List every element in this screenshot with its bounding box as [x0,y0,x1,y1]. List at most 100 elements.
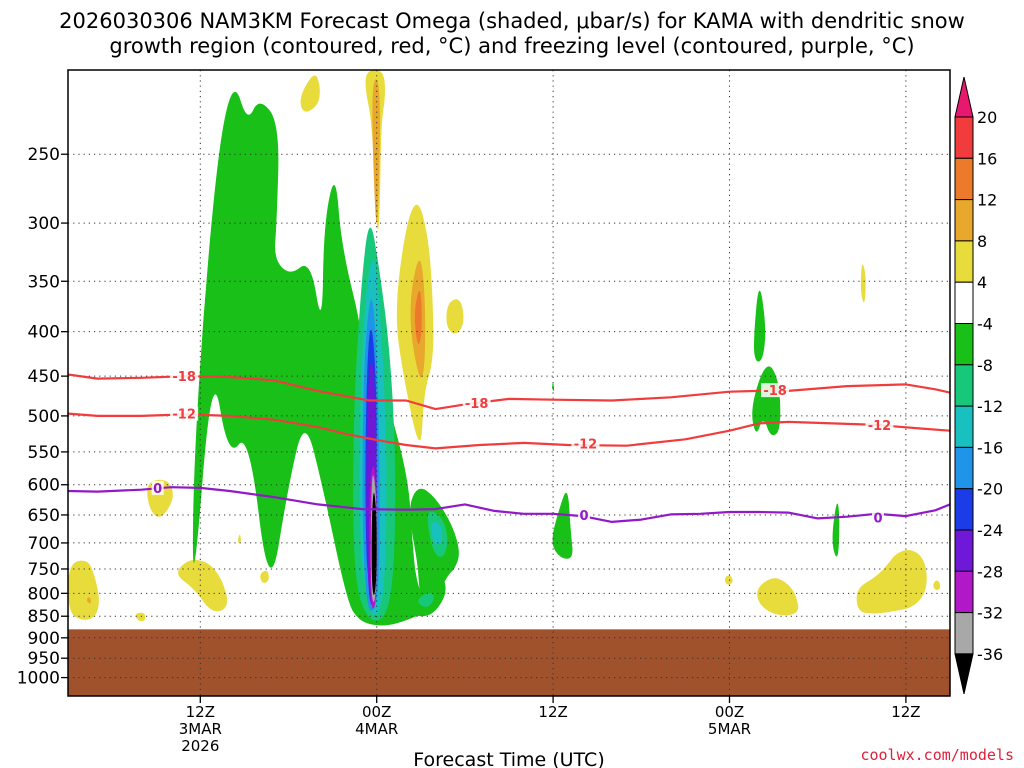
colorbar-bin [954,364,974,407]
isotherm-line-2 [68,486,950,523]
y-tick-label: 400 [28,323,60,343]
omega-area-ascent-low-blob-core [418,593,434,607]
colorbar-label: -20 [977,480,1003,499]
x-tick-label: 4MAR [355,720,398,738]
colorbar-label: -4 [977,315,993,334]
omega-area-ascent-band-1-core [431,521,443,545]
isotherm-label: 0 [873,511,882,526]
colorbar-label: 8 [977,232,987,251]
chart-title-line-1: 2026030306 NAM3KM Forecast Omega (shaded… [59,9,965,33]
chart-title-line-2: growth region (contoured, red, °C) and f… [109,34,914,58]
isotherm-label-bg [571,436,600,451]
isotherm-label-bg [151,480,164,495]
colorbar-bin [954,570,974,614]
omega-area-descent-14h [178,559,228,612]
omega-area-descent-left-lower [68,560,99,620]
colorbar-bin [954,281,974,325]
colorbar-label: -24 [977,521,1003,540]
isotherm-label: 0 [579,509,588,524]
y-tick-label: 450 [28,367,60,387]
colorbar-bin [954,157,974,201]
x-tick-label: 00Z [362,703,391,721]
x-tick-label: 12Z [186,703,215,721]
colorbar-bin [954,199,974,242]
colorbar-bin [954,323,974,366]
ground-below-surface [68,629,950,696]
colorbar-bin [954,488,974,531]
isotherm-label-bg [871,510,884,525]
y-tick-label: 900 [28,629,60,649]
colorbar-label: -28 [977,562,1003,581]
y-tick-label: 850 [28,607,60,627]
isotherm-label-bg [462,395,491,410]
isotherm-label: -12 [172,408,196,423]
isotherm-label: -12 [574,438,598,453]
omega-area-descent-57h-upper [860,264,866,303]
omega-area-descent-16h-small [237,534,241,543]
omega-shading-layer [68,70,941,626]
colorbar-top-triangle [954,76,974,118]
plot-frame [67,69,951,697]
colorbar-label: -16 [977,438,1003,457]
y-tick-label: 800 [28,584,60,604]
omega-area-descent-18h [260,570,269,583]
isotherm-label-bg [865,417,894,432]
colorbar-bin [954,446,974,490]
colorbar: 20 16 12 8 4 -4 -8 -12 -16 -20 -24 -28 -32 -36 [954,76,1003,695]
y-tick-label: 600 [28,476,60,496]
isotherm-label: -12 [868,419,892,434]
omega-area-ascent-36h-small [552,382,555,392]
isotherm-label-bg [170,406,199,421]
colorbar-label: 16 [977,149,997,168]
x-axis-label: Forecast Time (UTC) [413,749,604,768]
isotherm-label: -18 [172,370,196,385]
omega-area-descent-plume-core [414,290,422,344]
omega-area-descent-top-column-orange [372,79,380,224]
colorbar-bin [954,612,974,655]
y-axis-ticks: 2503003504004505005506006507007508008509… [17,145,68,689]
colorbar-label: -36 [977,645,1003,664]
isotherm-label-bg [577,507,590,522]
y-tick-label: 550 [28,443,60,463]
omega-area-descent-upper-left [300,75,320,112]
x-tick-label: 12Z [538,703,567,721]
isotherm-label: 0 [153,482,162,497]
y-tick-label: 950 [28,649,60,669]
omega-area-descent-50h-low [757,578,799,616]
isotherm-label-bg [761,383,790,398]
omega-area-descent-62h [933,580,941,591]
y-tick-label: 250 [28,145,60,165]
plot-area: -18 -12 0 -18 -12 0 -18 -12 0 [68,70,950,696]
y-tick-label: 350 [28,272,60,292]
x-tick-label: 12Z [891,703,920,721]
y-tick-label: 500 [28,407,60,427]
colorbar-label: -32 [977,604,1003,623]
omega-area-descent-left-lower-core [86,597,91,604]
x-tick-label: 2026 [181,737,219,755]
omega-area-descent-9h [135,612,146,622]
y-tick-label: 700 [28,534,60,554]
colorbar-label: 4 [977,273,987,292]
isotherm-label: -18 [465,397,489,412]
x-tick-label: 5MAR [708,720,751,738]
isotherm-line-1 [68,412,950,450]
y-tick-label: 750 [28,560,60,580]
y-tick-label: 1000 [17,669,60,689]
colorbar-bin [954,240,974,283]
x-tick-label: 00Z [715,703,744,721]
omega-area-descent-46h [724,575,733,585]
x-tick-label: 3MAR [179,720,222,738]
colorbar-label: 12 [977,191,997,210]
omega-area-descent-small-30h [446,299,464,334]
omega-area-ascent-36h [552,492,573,559]
omega-area-ascent-49h [754,290,766,362]
colorbar-label: 20 [977,108,997,127]
colorbar-bin [954,116,974,159]
y-tick-label: 300 [28,214,60,234]
isotherm-label-bg [170,369,199,384]
colorbar-label: -8 [977,356,993,375]
colorbar-bin [954,405,974,448]
y-tick-label: 650 [28,506,60,526]
